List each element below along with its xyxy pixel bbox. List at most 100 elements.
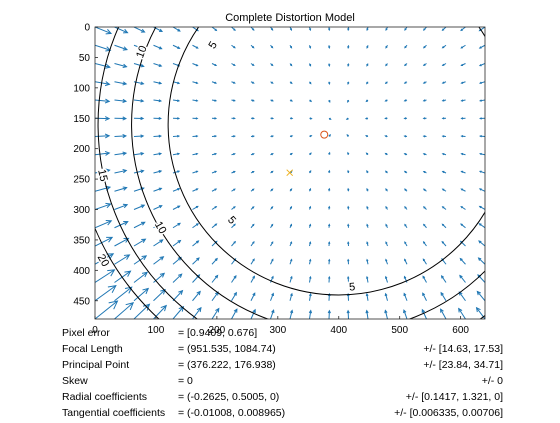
distortion-arrow bbox=[386, 189, 388, 191]
distortion-arrow bbox=[193, 189, 198, 191]
distortion-arrow bbox=[251, 171, 254, 173]
distortion-arrow bbox=[329, 118, 331, 119]
distortion-arrow bbox=[366, 118, 368, 119]
distortion-arrow bbox=[134, 27, 145, 32]
distortion-arrow bbox=[328, 225, 329, 228]
distortion-arrow bbox=[443, 189, 446, 191]
distortion-arrow bbox=[212, 259, 217, 265]
distortion-arrow bbox=[347, 135, 349, 137]
distortion-arrow bbox=[385, 294, 387, 301]
info-label: Focal Length bbox=[62, 343, 123, 355]
y-tick-label: 350 bbox=[73, 235, 90, 246]
distortion-arrow bbox=[348, 207, 349, 210]
distortion-arrow bbox=[115, 204, 128, 209]
distortion-arrow bbox=[271, 171, 273, 173]
distortion-arrow bbox=[173, 274, 182, 282]
contour-label: 10 bbox=[134, 44, 149, 60]
distortion-arrow bbox=[459, 292, 465, 301]
distortion-arrow bbox=[134, 222, 145, 227]
distortion-arrow bbox=[328, 242, 329, 246]
distortion-arrow bbox=[290, 294, 292, 301]
contour-label: 5 bbox=[207, 39, 220, 51]
distortion-arrow bbox=[385, 136, 387, 137]
distortion-arrow bbox=[232, 171, 235, 173]
distortion-arrow bbox=[232, 242, 236, 246]
distortion-arrow bbox=[478, 275, 485, 283]
distortion-arrow bbox=[232, 64, 235, 66]
distortion-arrow bbox=[290, 136, 292, 137]
distortion-arrow bbox=[251, 100, 254, 101]
distortion-arrow bbox=[271, 64, 273, 66]
distortion-arrow bbox=[424, 118, 427, 119]
info-row: Skew= 0+/- 0 bbox=[0, 375, 560, 391]
distortion-arrow bbox=[193, 100, 198, 101]
info-label: Tangential coefficients bbox=[62, 407, 165, 419]
distortion-arrow bbox=[251, 207, 254, 210]
distortion-arrow bbox=[479, 241, 485, 246]
distortion-arrow bbox=[271, 154, 273, 155]
distortion-arrow bbox=[95, 270, 114, 283]
distortion-arrow bbox=[462, 136, 466, 137]
distortion-arrow bbox=[232, 118, 235, 119]
distortion-arrow bbox=[95, 301, 117, 319]
distortion-arrow bbox=[309, 171, 310, 173]
distortion-arrow bbox=[232, 309, 237, 319]
distortion-arrow bbox=[154, 206, 162, 210]
distortion-arrow bbox=[134, 99, 143, 102]
distortion-arrow bbox=[462, 153, 466, 154]
distortion-arrow bbox=[441, 309, 446, 319]
distortion-arrow bbox=[443, 100, 446, 101]
distortion-arrow bbox=[424, 27, 427, 30]
distortion-arrow bbox=[115, 303, 134, 319]
distortion-arrow bbox=[115, 134, 126, 137]
center-markers bbox=[287, 131, 328, 176]
distortion-arrow bbox=[115, 45, 127, 50]
info-uncertainty: +/- 0 bbox=[482, 375, 503, 387]
distortion-arrow bbox=[309, 242, 310, 246]
distortion-arrow bbox=[386, 260, 388, 265]
distortion-arrow bbox=[173, 171, 179, 173]
distortion-arrow bbox=[309, 189, 310, 191]
distortion-arrow bbox=[422, 310, 426, 319]
distortion-arrow bbox=[405, 64, 407, 66]
distortion-arrow bbox=[367, 189, 368, 191]
distortion-arrow bbox=[134, 170, 144, 173]
distortion-arrow bbox=[442, 224, 446, 227]
y-tick-label: 0 bbox=[84, 23, 90, 34]
y-tick-label: 50 bbox=[79, 53, 91, 64]
distortion-arrow bbox=[328, 153, 329, 155]
distortion-arrow bbox=[271, 259, 273, 264]
distortion-arrow bbox=[271, 225, 273, 228]
contour-label: 15 bbox=[95, 168, 109, 183]
distortion-arrow bbox=[95, 27, 111, 34]
distortion-arrow bbox=[460, 259, 465, 265]
contour-label: 5 bbox=[349, 281, 356, 293]
distortion-arrow bbox=[154, 45, 162, 49]
distortion-arrow bbox=[328, 45, 329, 48]
distortion-arrow bbox=[95, 134, 109, 138]
distortion-arrow bbox=[309, 277, 311, 283]
distortion-arrow bbox=[405, 82, 407, 83]
contour-label: 10 bbox=[152, 219, 169, 236]
distortion-arrow bbox=[367, 225, 368, 228]
distortion-arrow bbox=[385, 118, 387, 119]
info-uncertainty: +/- [0.1417, 1.321, 0] bbox=[406, 391, 503, 403]
distortion-arrow bbox=[115, 255, 130, 264]
distortion-arrow bbox=[232, 136, 235, 137]
info-value: = (-0.2625, 0.5005, 0) bbox=[178, 391, 279, 403]
distortion-arrow bbox=[193, 82, 198, 84]
y-tick-label: 450 bbox=[73, 296, 90, 307]
distortion-arrow bbox=[461, 241, 466, 246]
distortion-arrow bbox=[386, 242, 388, 246]
distortion-arrow bbox=[290, 118, 292, 119]
distortion-arrow bbox=[232, 153, 235, 154]
distortion-arrow bbox=[329, 135, 331, 137]
distortion-arrow bbox=[212, 153, 216, 154]
distortion-arrow bbox=[405, 207, 407, 210]
distortion-arrow bbox=[462, 118, 466, 119]
distortion-arrow bbox=[367, 171, 368, 173]
distortion-arrow bbox=[154, 135, 161, 137]
distortion-arrow bbox=[328, 311, 330, 319]
distortion-arrow bbox=[251, 259, 254, 264]
info-row: Radial coefficients= (-0.2625, 0.5005, 0… bbox=[0, 391, 560, 407]
